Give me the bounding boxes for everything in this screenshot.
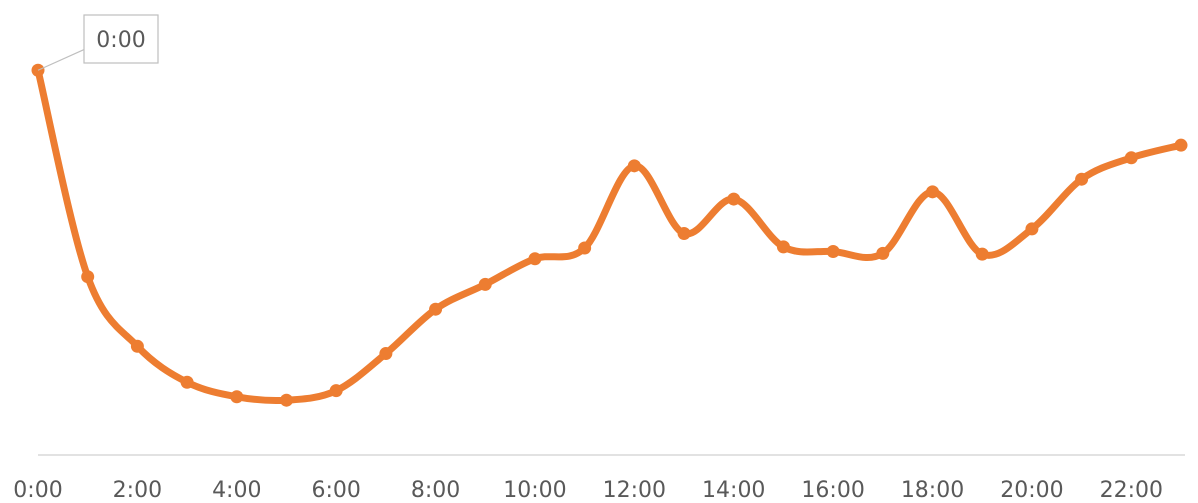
- callout-label: 0:00: [96, 28, 145, 53]
- data-point: [1025, 222, 1039, 236]
- data-point: [429, 302, 443, 316]
- data-callout: 0:00: [37, 14, 159, 71]
- x-tick-label: 16:00: [801, 478, 864, 503]
- x-tick-label: 4:00: [212, 478, 261, 503]
- data-point: [1124, 151, 1138, 165]
- data-point: [926, 185, 940, 199]
- x-tick-label: 12:00: [603, 478, 666, 503]
- data-point: [279, 393, 293, 407]
- data-point: [379, 347, 393, 361]
- data-point: [230, 390, 244, 404]
- x-tick-label: 22:00: [1100, 478, 1163, 503]
- data-point: [329, 384, 343, 398]
- data-point: [180, 375, 194, 389]
- x-tick-label: 2:00: [113, 478, 162, 503]
- x-tick-label: 20:00: [1000, 478, 1063, 503]
- callout-box: [83, 14, 159, 64]
- x-tick-label: 6:00: [311, 478, 360, 503]
- x-tick-label: 8:00: [411, 478, 460, 503]
- data-point: [975, 247, 989, 261]
- x-tick-label: 18:00: [901, 478, 964, 503]
- data-point: [826, 244, 840, 258]
- data-point: [578, 241, 592, 255]
- data-point: [478, 277, 492, 291]
- data-point: [81, 270, 95, 284]
- data-point: [627, 159, 641, 173]
- data-point: [1075, 172, 1089, 186]
- data-point: [1174, 138, 1188, 152]
- x-tick-label: 10:00: [503, 478, 566, 503]
- callout-leader-line: [37, 49, 85, 71]
- data-point: [776, 240, 790, 254]
- data-point: [528, 252, 542, 266]
- data-point: [727, 192, 741, 206]
- x-tick-label: 0:00: [13, 478, 62, 503]
- series-line: [34, 66, 1185, 405]
- x-tick-labels: 0:00 2:00 4:00 6:00 8:00 10:00 12:00 14:00 16:00…: [13, 478, 1163, 503]
- data-point: [677, 227, 691, 240]
- x-tick-label: 14:00: [702, 478, 765, 503]
- series-markers: [31, 63, 1188, 407]
- data-point: [876, 246, 890, 260]
- data-point: [130, 339, 144, 353]
